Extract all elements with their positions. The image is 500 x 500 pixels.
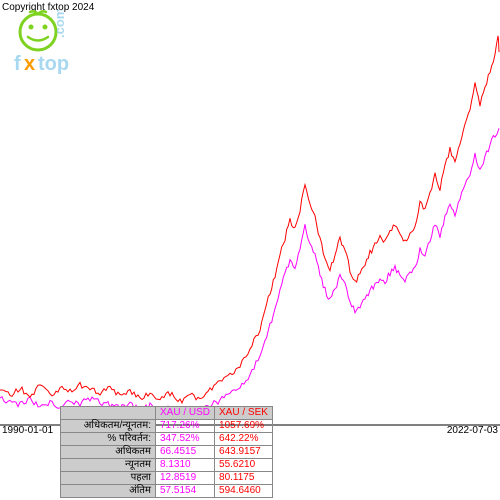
- table-row-label: % परिवर्तन:: [61, 433, 156, 446]
- table-cell: 55.6210: [215, 459, 273, 472]
- table-cell: 347.52%: [156, 433, 215, 446]
- table-row-label: पहला: [61, 472, 156, 485]
- table-corner: [61, 407, 156, 420]
- table-cell: 57.5154: [156, 485, 215, 498]
- table-cell: 66.4515: [156, 446, 215, 459]
- table-column-header: XAU / USD: [156, 407, 215, 420]
- table-cell: 717.26%: [156, 420, 215, 433]
- table-cell: 642.22%: [215, 433, 273, 446]
- table-cell: 12.8519: [156, 472, 215, 485]
- table-cell: 594.6460: [215, 485, 273, 498]
- table-column-header: XAU / SEK: [215, 407, 273, 420]
- table-cell: 1057.69%: [215, 420, 273, 433]
- table-cell: 80.1175: [215, 472, 273, 485]
- series-line: [0, 36, 499, 403]
- table-row-label: अंतिम: [61, 485, 156, 498]
- table-row-label: न्यूनतम: [61, 459, 156, 472]
- x-axis-start: 1990-01-01: [2, 425, 53, 436]
- series-line: [0, 128, 499, 416]
- table-row-label: अधिकतम/न्यूनतम:: [61, 420, 156, 433]
- table-cell: 8.1310: [156, 459, 215, 472]
- x-axis-end: 2022-07-03: [447, 425, 498, 436]
- table-row-label: अधिकतम: [61, 446, 156, 459]
- price-chart: [0, 0, 500, 430]
- table-cell: 643.9157: [215, 446, 273, 459]
- stats-table: XAU / USDXAU / SEK अधिकतम/न्यूनतम:717.26%…: [60, 406, 273, 498]
